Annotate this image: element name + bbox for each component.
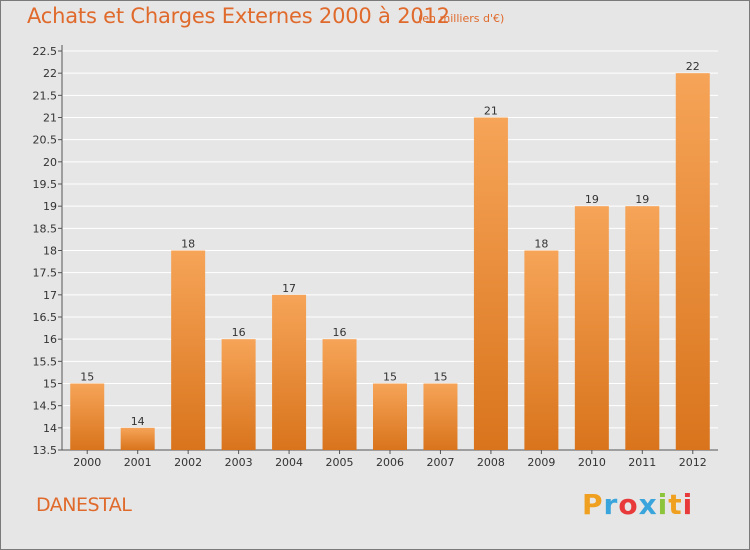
- logo-letter: x: [638, 488, 658, 521]
- y-tick-label: 17: [43, 289, 57, 302]
- bar-2010: [574, 206, 609, 450]
- x-tick-label: 2003: [225, 456, 253, 469]
- y-tick-label: 22.5: [33, 45, 58, 58]
- y-axis-tick-labels: 13.5 14 14.5 15 15.5 16 16.5 17 17.5 18 18.5 19 19.5…: [33, 45, 58, 457]
- y-tick-label: 18: [43, 245, 57, 258]
- y-tick-label: 17.5: [33, 267, 58, 280]
- bar-2009: [524, 250, 559, 450]
- data-label: 17: [282, 282, 296, 295]
- y-tick-label: 22: [43, 67, 57, 80]
- x-tick-label: 2004: [275, 456, 303, 469]
- bar-2007: [423, 383, 458, 450]
- data-label: 18: [181, 238, 195, 251]
- bar-2004: [272, 294, 307, 450]
- x-tick-label: 2011: [628, 456, 656, 469]
- commune-name: DANESTAL: [36, 494, 132, 516]
- x-tick-label: 2002: [174, 456, 202, 469]
- logo-letter: i: [657, 488, 669, 521]
- bar-2000: [70, 383, 105, 450]
- x-tick-label: 2001: [124, 456, 152, 469]
- logo-letter: P: [582, 488, 604, 521]
- bar-2003: [221, 339, 256, 450]
- bar-2005: [322, 339, 357, 450]
- logo-letter: t: [668, 488, 683, 521]
- y-tick-label: 21: [43, 112, 57, 125]
- data-label: 22: [686, 60, 700, 73]
- y-tick-label: 15: [43, 378, 57, 391]
- data-label: 15: [80, 371, 94, 384]
- x-tick-label: 2008: [477, 456, 505, 469]
- data-label: 16: [232, 326, 246, 339]
- data-labels: 15 14 18 16 17 16 15 15 21 18 19 19 22: [80, 60, 700, 428]
- bar-2011: [625, 206, 660, 450]
- x-tick-label: 2000: [73, 456, 101, 469]
- y-tick-label: 20.5: [33, 134, 58, 147]
- data-label: 16: [333, 326, 347, 339]
- y-tick-label: 13.5: [33, 444, 58, 457]
- x-tick-label: 2007: [426, 456, 454, 469]
- data-label: 18: [534, 238, 548, 251]
- bar-2008: [473, 117, 508, 450]
- logo-letter: r: [603, 488, 619, 521]
- y-tick-label: 19: [43, 200, 57, 213]
- y-tick-label: 20: [43, 156, 57, 169]
- data-label: 19: [585, 193, 599, 206]
- chart-title: Achats et Charges Externes 2000 à 2012: [27, 4, 450, 28]
- y-tick-label: 18.5: [33, 222, 58, 235]
- y-tick-label: 16.5: [33, 311, 58, 324]
- x-tick-label: 2012: [679, 456, 707, 469]
- data-label: 15: [433, 371, 447, 384]
- y-tick-label: 19.5: [33, 178, 58, 191]
- bar-2012: [675, 73, 710, 451]
- data-label: 21: [484, 105, 498, 118]
- y-tick-label: 16: [43, 333, 57, 346]
- x-tick-label: 2005: [326, 456, 354, 469]
- proxiti-logo: Proxiti: [582, 488, 693, 521]
- bar-2001: [120, 427, 155, 450]
- chart-subtitle: (en milliers d'€): [418, 12, 505, 25]
- y-tick-label: 21.5: [33, 89, 58, 102]
- data-label: 15: [383, 371, 397, 384]
- x-tick-label: 2006: [376, 456, 404, 469]
- data-label: 14: [131, 415, 145, 428]
- x-axis-tick-labels: 2000 2001 2002 2003 2004 2005 2006 2007 2008 2009…: [73, 450, 707, 469]
- x-tick-label: 2009: [527, 456, 555, 469]
- bar-2002: [171, 250, 206, 450]
- y-tick-label: 14.5: [33, 400, 58, 413]
- logo-letter: o: [618, 488, 639, 521]
- logo-letter: i: [682, 488, 694, 521]
- y-tick-label: 14: [43, 422, 57, 435]
- data-label: 19: [635, 193, 649, 206]
- bars: [70, 73, 710, 451]
- bar-2006: [373, 383, 407, 450]
- y-tick-label: 15.5: [33, 355, 58, 368]
- x-tick-label: 2010: [578, 456, 606, 469]
